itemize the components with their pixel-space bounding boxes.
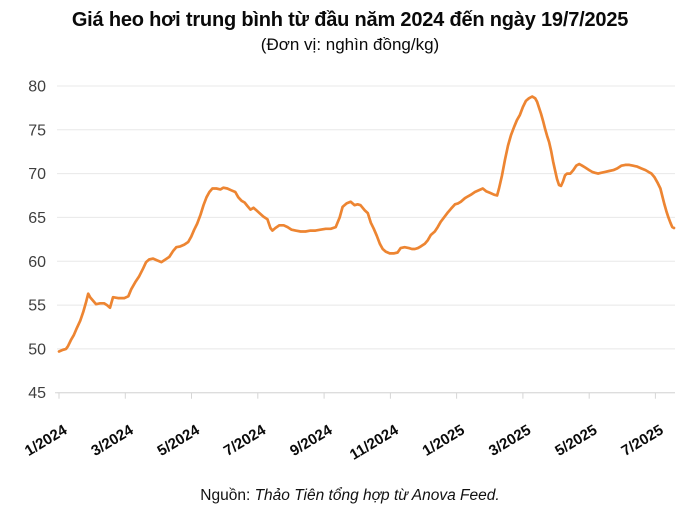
x-tick-label: 1/2025: [420, 422, 468, 460]
x-tick-label: 3/2025: [486, 422, 534, 460]
x-tick-label: 7/2024: [221, 421, 270, 460]
chart-subtitle: (Đơn vị: nghìn đồng/kg): [260, 35, 440, 54]
x-tick-label: 5/2024: [154, 421, 203, 460]
y-tick-label: 45: [28, 385, 46, 402]
x-tick-label: 3/2024: [88, 421, 137, 460]
x-tick-label: 9/2024: [287, 421, 336, 460]
x-tick-label: 5/2025: [552, 422, 600, 460]
source-text: Thảo Tiên tổng hợp từ Anova Feed.: [254, 487, 500, 504]
y-tick-label: 65: [28, 210, 46, 227]
y-tick-label: 50: [28, 341, 46, 358]
x-tick-label: 11/2024: [347, 421, 402, 462]
y-axis-labels: 45 50 55 60 65 70 75 80: [28, 79, 46, 403]
source-label: Nguồn:: [200, 487, 251, 504]
chart-title: Giá heo hơi trung bình từ đầu năm 2024 đ…: [71, 9, 629, 31]
price-line: [57, 95, 676, 353]
y-tick-label: 70: [28, 166, 46, 183]
y-tick-label: 80: [28, 79, 46, 96]
x-tick-label: 1/2024: [22, 421, 71, 460]
source-line: Nguồn: Thảo Tiên tổng hợp từ Anova Feed.: [0, 487, 700, 505]
y-tick-label: 55: [28, 298, 46, 315]
x-tick-label: 7/2025: [618, 422, 666, 460]
price-line-chart: 45 50 55 60 65 70 75 80 1/2024 3/2024 5/2024 7/2024…: [0, 60, 700, 464]
y-gridlines: [57, 85, 675, 394]
y-tick-label: 60: [28, 254, 46, 271]
chart-canvas: 45 50 55 60 65 70 75 80 1/2024 3/2024 5/2024 7/2024…: [22, 79, 676, 464]
y-tick-label: 75: [28, 122, 46, 139]
x-axis-ticks: [58, 392, 656, 399]
x-axis-labels: 1/2024 3/2024 5/2024 7/2024 9/2024 11/2024 1/2…: [22, 421, 666, 463]
